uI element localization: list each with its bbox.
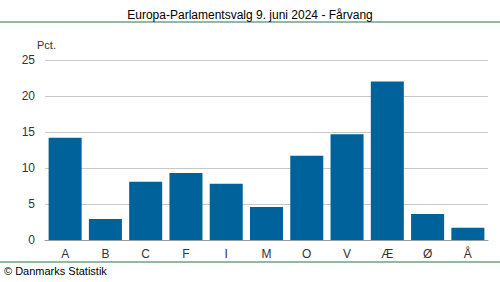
svg-text:A: A <box>61 247 69 261</box>
svg-text:C: C <box>141 247 150 261</box>
svg-text:Æ: Æ <box>381 247 393 261</box>
svg-text:Europa-Parlamentsvalg 9. juni: Europa-Parlamentsvalg 9. juni 2024 - Får… <box>127 8 372 22</box>
svg-text:Ø: Ø <box>423 247 432 261</box>
svg-text:O: O <box>302 247 311 261</box>
svg-text:F: F <box>182 247 189 261</box>
svg-text:B: B <box>101 247 109 261</box>
svg-text:V: V <box>343 247 351 261</box>
svg-text:© Danmarks Statistik: © Danmarks Statistik <box>4 265 107 277</box>
svg-text:Pct.: Pct. <box>37 39 56 51</box>
svg-text:0: 0 <box>28 233 35 247</box>
svg-text:5: 5 <box>28 197 35 211</box>
svg-text:M: M <box>262 247 272 261</box>
svg-text:15: 15 <box>22 125 36 139</box>
svg-text:20: 20 <box>22 89 36 103</box>
svg-text:I: I <box>225 247 228 261</box>
svg-text:Å: Å <box>464 246 472 261</box>
svg-text:10: 10 <box>22 161 36 175</box>
svg-text:25: 25 <box>22 53 36 67</box>
